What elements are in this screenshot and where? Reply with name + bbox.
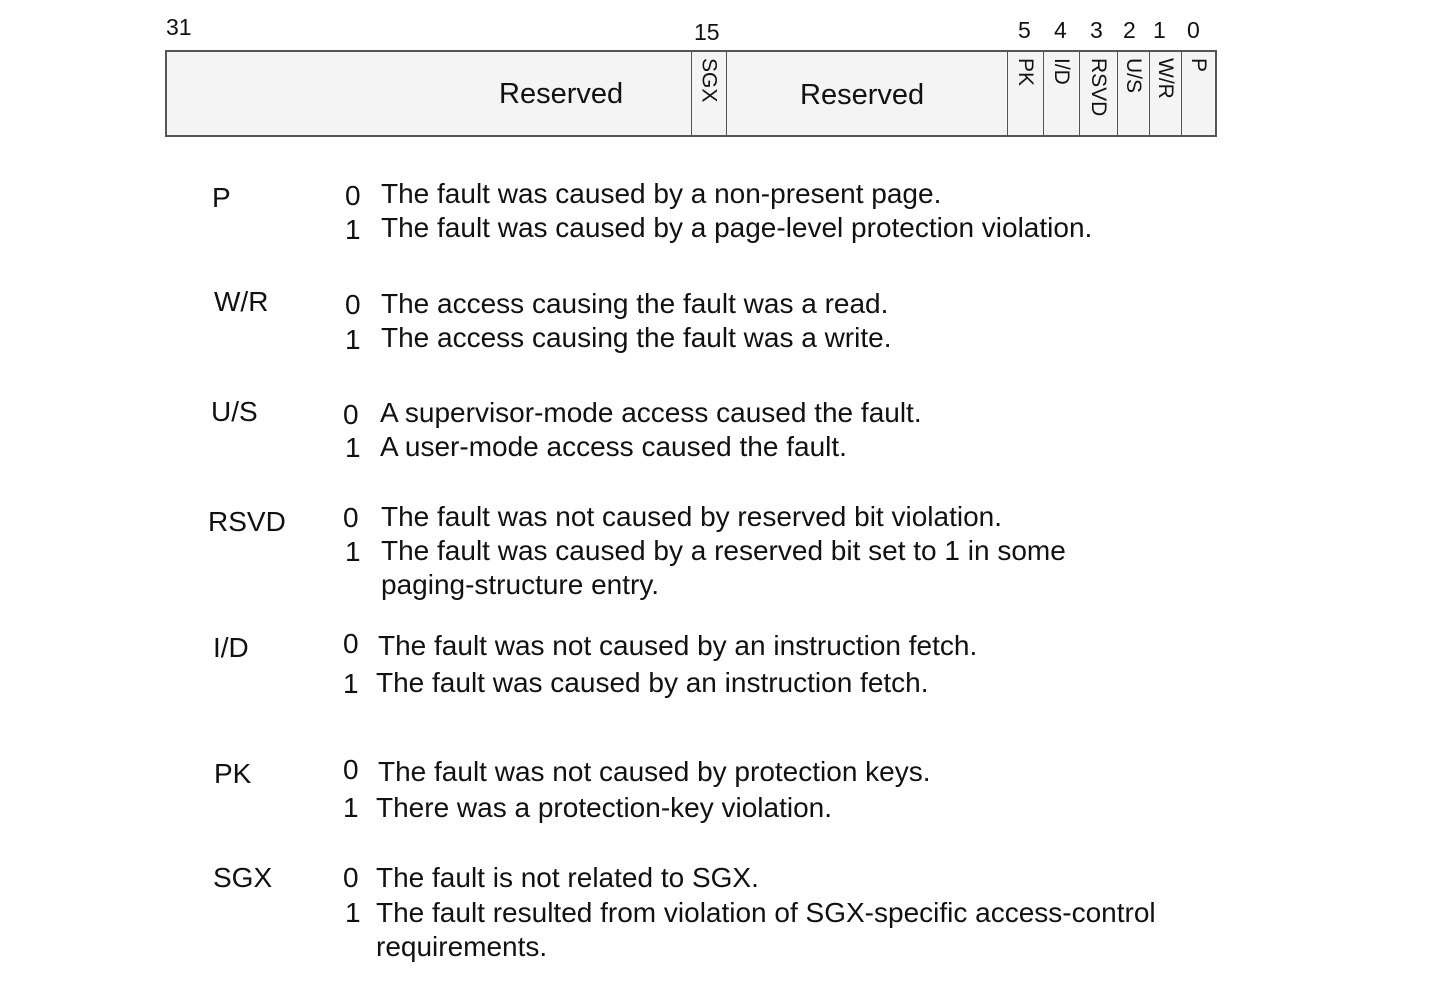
field-id: I/D [1044,52,1080,135]
description-1: There was a protection-key violation. [376,792,832,823]
description-1: The access causing the fault was a write… [381,322,892,353]
field-label-reserved-high: Reserved [499,78,624,110]
description-1-continued: paging-structure entry. [381,569,660,600]
flag-name: U/S [211,396,258,427]
field-label-p: P [1187,58,1210,73]
value-1: 1 [345,536,361,567]
field-sgx: SGX [692,52,727,135]
description-1-continued: requirements. [376,931,548,962]
value-1: 1 [345,897,361,928]
value-0: 0 [345,289,361,320]
value-1: 1 [345,432,361,463]
description-0: The access causing the fault was a read. [381,288,889,319]
value-0: 0 [343,862,359,893]
value-0: 0 [343,502,359,533]
flag-name: W/R [214,286,269,317]
value-0: 0 [343,628,359,659]
bit-number-3: 3 [1090,17,1103,43]
description-1: A user-mode access caused the fault. [380,431,847,462]
error-code-bitfield: 31 15 5 4 3 2 1 0 Reserved SGX Reserved … [0,0,1434,150]
field-label-reserved-low: Reserved [800,79,925,111]
register-box: Reserved SGX Reserved PK I/D RSVD U/S W/… [165,50,1217,137]
description-0: The fault is not related to SGX. [376,862,759,893]
value-1: 1 [345,214,361,245]
value-0: 0 [343,754,359,785]
value-1: 1 [343,668,359,699]
flag-name: RSVD [208,506,286,537]
bit-number-31: 31 [166,14,192,40]
field-pk: PK [1008,52,1044,135]
value-1: 1 [345,324,361,355]
flag-name: SGX [213,862,273,893]
field-label-sgx: SGX [697,58,721,103]
bit-number-1: 1 [1153,17,1166,43]
field-rsvd: RSVD [1080,52,1118,135]
description-1: The fault was caused by a reserved bit s… [381,535,1066,566]
field-label-wr: W/R [1154,58,1177,99]
field-reserved-low: Reserved [727,52,1008,135]
description-0: The fault was not caused by protection k… [378,756,931,787]
field-label-rsvd: RSVD [1087,58,1110,117]
field-wr: W/R [1150,52,1182,135]
bit-number-4: 4 [1054,17,1067,43]
description-0: The fault was not caused by reserved bit… [381,501,1003,532]
bit-number-0: 0 [1187,17,1200,43]
field-label-id: I/D [1050,58,1073,85]
bit-number-5: 5 [1018,17,1031,43]
field-reserved-high: Reserved [167,52,692,135]
description-1: The fault was caused by an instruction f… [376,667,929,698]
description-1: The fault was caused by a page-level pro… [381,212,1093,243]
description-0: A supervisor-mode access caused the faul… [380,397,922,428]
description-1: The fault resulted from violation of SGX… [376,897,1156,928]
field-us: U/S [1118,52,1150,135]
flag-name: P [212,182,231,213]
value-0: 0 [343,399,359,430]
field-label-us: U/S [1122,58,1145,94]
field-label-pk: PK [1014,58,1037,87]
flag-name: PK [214,758,252,789]
flag-name: I/D [213,632,249,663]
field-p: P [1182,52,1215,135]
value-0: 0 [345,180,361,211]
bit-number-2: 2 [1123,17,1136,43]
bit-number-15: 15 [694,19,720,45]
description-0: The fault was caused by a non-present pa… [381,178,942,209]
value-1: 1 [343,792,359,823]
description-0: The fault was not caused by an instructi… [378,630,978,661]
